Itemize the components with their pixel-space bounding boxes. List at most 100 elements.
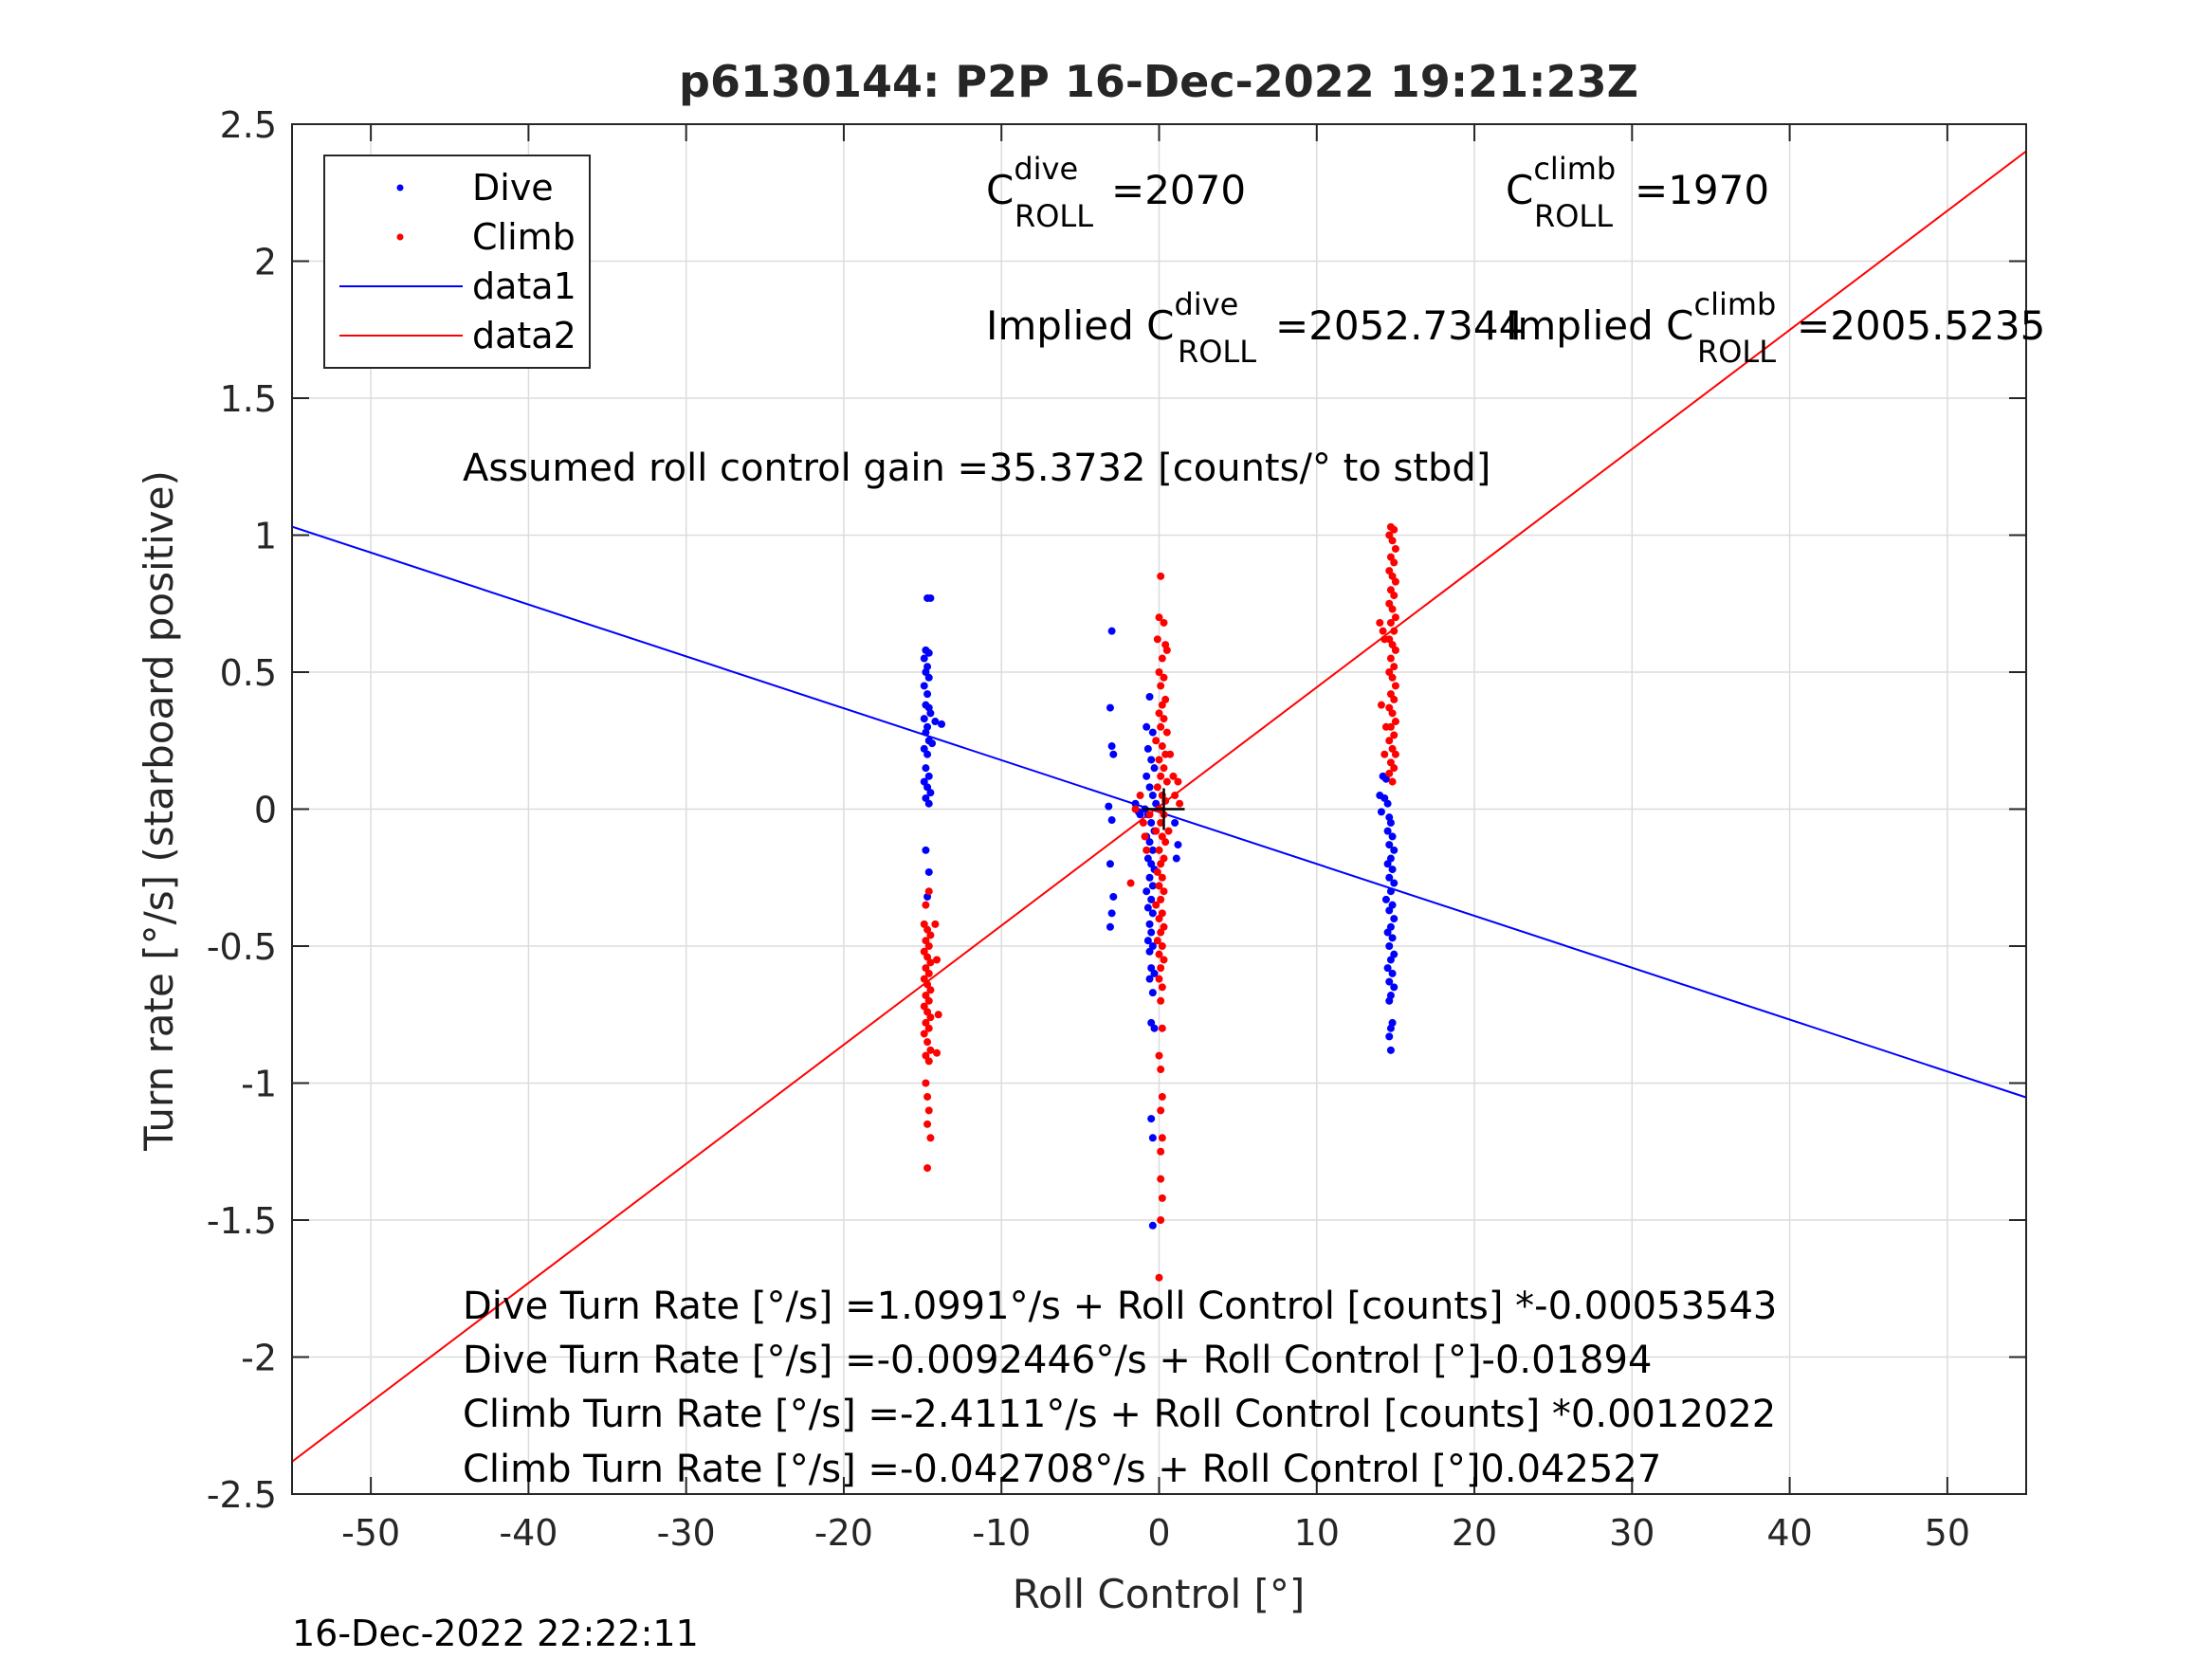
dive-point	[1147, 964, 1156, 973]
climb-point	[926, 1046, 935, 1054]
climb-point	[920, 947, 928, 956]
dive-point	[1143, 887, 1151, 896]
climb-point	[924, 969, 933, 977]
dive-point	[920, 682, 928, 690]
climb-point	[1380, 635, 1389, 644]
climb-point	[1385, 567, 1394, 575]
dive-point	[1107, 816, 1116, 825]
dive-point	[1388, 934, 1397, 942]
dive-point	[1147, 928, 1156, 937]
dive-point	[1388, 832, 1397, 841]
climb-point	[1386, 654, 1395, 663]
y-tick-label: 2.5	[220, 104, 277, 146]
climb-point	[926, 1134, 935, 1142]
climb-point	[923, 980, 932, 989]
climb-point	[1157, 1066, 1165, 1074]
implied-dive-prefix: Implied C	[986, 302, 1174, 349]
dive-point	[1148, 882, 1157, 890]
climb-point	[1141, 832, 1149, 841]
climb-point	[1388, 673, 1397, 682]
dive-point	[1385, 841, 1394, 849]
dive-point	[922, 846, 930, 854]
climb-point	[1136, 792, 1144, 800]
climb-point	[922, 964, 930, 973]
climb-point	[1157, 818, 1165, 827]
dive-point	[931, 718, 940, 726]
climb-point	[923, 1164, 932, 1173]
dive-point	[1386, 956, 1395, 964]
climb-point	[933, 956, 941, 964]
dive-point	[1145, 693, 1154, 702]
dive-point	[920, 744, 928, 753]
climb-point	[924, 942, 933, 950]
dive-point	[1388, 969, 1397, 977]
climb-point	[1386, 758, 1395, 767]
climb-point	[1388, 537, 1397, 545]
dive-point	[926, 593, 935, 602]
dive-point	[922, 728, 930, 737]
climb-point	[1390, 525, 1398, 534]
climb-point	[1155, 1273, 1163, 1282]
climb-point	[923, 1038, 932, 1047]
dive-point	[922, 668, 930, 676]
y-tick-label: 1.5	[220, 378, 277, 420]
climb-point	[1131, 805, 1140, 813]
climb-point	[1157, 682, 1165, 690]
climb-point	[922, 992, 930, 1000]
dive-point	[1106, 860, 1114, 868]
climb-point	[1391, 613, 1399, 622]
y-tick-label: 0	[254, 790, 277, 831]
climb-point	[1386, 553, 1395, 561]
climb-point	[1158, 873, 1166, 882]
climb-point	[1152, 737, 1161, 745]
dive-point	[1386, 1046, 1395, 1054]
climb-point	[1391, 718, 1399, 726]
climb-point	[1139, 818, 1147, 827]
dive-point	[1388, 866, 1397, 874]
dive-point	[1147, 895, 1156, 903]
climb-point	[1153, 783, 1161, 792]
climb-point	[1379, 627, 1387, 635]
c-roll-dive-sub: ROLL	[1015, 198, 1093, 234]
climb-point	[924, 996, 933, 1005]
climb-point	[1152, 901, 1161, 909]
dive-point	[924, 867, 933, 876]
climb-point	[1174, 777, 1182, 786]
climb-point	[1388, 777, 1397, 786]
climb-point	[1160, 922, 1168, 931]
y-tick-label: 1	[254, 516, 277, 557]
climb-point	[1157, 1175, 1165, 1183]
dive-point	[1386, 854, 1395, 863]
dive-point	[1172, 854, 1180, 863]
c-roll-dive-sup: dive	[1014, 151, 1078, 187]
legend-data1-label: data1	[472, 265, 576, 307]
x-tick-label: -20	[814, 1512, 873, 1554]
dive-point	[1383, 964, 1392, 973]
x-tick-label: -50	[341, 1512, 400, 1554]
climb-point	[1162, 728, 1171, 737]
climb-point	[924, 1057, 933, 1066]
climb-point	[1157, 928, 1165, 937]
climb-point	[1160, 887, 1168, 896]
x-tick-label: 50	[1925, 1512, 1970, 1554]
dive-point	[1171, 818, 1179, 827]
climb-point	[1388, 709, 1397, 718]
dive-point	[1386, 887, 1395, 896]
climb-point	[1390, 663, 1398, 671]
climb-point	[922, 901, 930, 909]
c-roll-climb-annotation: Cclimb ROLL =1970	[1506, 151, 1769, 234]
climb-point	[922, 1079, 930, 1087]
climb-point	[1386, 586, 1395, 594]
y-tick-label: -2	[241, 1338, 277, 1379]
climb-point	[1160, 618, 1168, 627]
climb-point	[1377, 701, 1385, 709]
dive-point	[1147, 1018, 1156, 1027]
legend-climb-marker	[396, 233, 404, 241]
y-tick-label: -1	[241, 1064, 277, 1105]
climb-point	[1162, 646, 1171, 654]
climb-point	[923, 925, 932, 934]
dive-point	[1145, 947, 1154, 956]
dive-point	[923, 750, 932, 758]
climb-point	[1155, 668, 1163, 676]
